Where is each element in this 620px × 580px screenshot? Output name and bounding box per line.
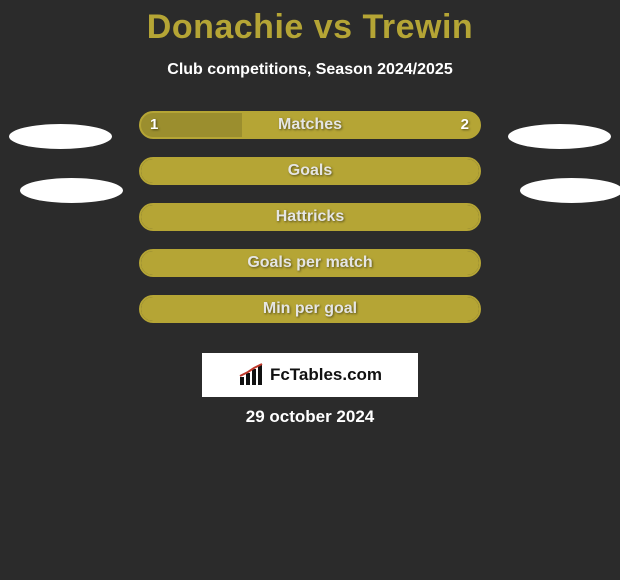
stat-fill-left [141, 251, 479, 275]
stat-bar-track [139, 249, 481, 277]
stat-bar-track [139, 111, 481, 139]
stat-row-hattricks: Hattricks [0, 203, 620, 233]
snapshot-date: 29 october 2024 [0, 407, 620, 427]
stat-row-goals-per-match: Goals per match [0, 249, 620, 279]
watermark-logo[interactable]: FcTables.com [202, 353, 418, 397]
stat-fill-left [141, 205, 479, 229]
page-subtitle: Club competitions, Season 2024/2025 [0, 61, 620, 79]
stat-fill-left [141, 297, 479, 321]
stat-bar-track [139, 295, 481, 323]
logo-text: FcTables.com [270, 365, 382, 385]
stat-row-matches: 1 2 Matches [0, 111, 620, 141]
stat-fill-left [141, 159, 479, 183]
stat-left-value: 1 [150, 111, 158, 139]
stat-bar-track [139, 203, 481, 231]
stat-bar-track [139, 157, 481, 185]
page-title: Donachie vs Trewin [0, 0, 620, 47]
stat-right-value: 2 [461, 111, 469, 139]
stat-row-min-per-goal: Min per goal [0, 295, 620, 325]
stat-row-goals: Goals [0, 157, 620, 187]
stats-comparison-widget: Donachie vs Trewin Club competitions, Se… [0, 0, 620, 580]
bar-chart-icon [238, 363, 266, 387]
